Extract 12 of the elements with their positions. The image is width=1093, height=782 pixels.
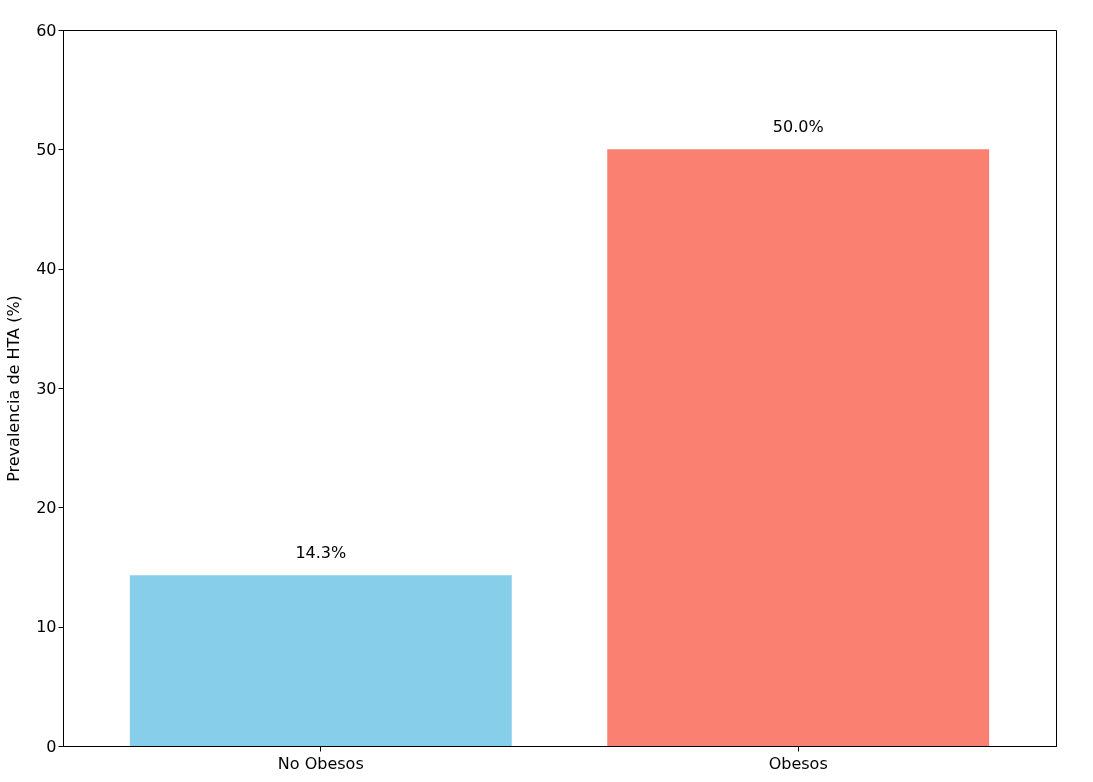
y-tick-label: 10	[36, 617, 57, 637]
y-tick-label: 20	[36, 497, 57, 517]
data-label: 14.3%	[295, 543, 347, 563]
data-label: 50.0%	[772, 117, 824, 137]
y-tick-label: 30	[36, 378, 57, 398]
y-tick-label: 60	[36, 20, 57, 40]
y-axis-title: Prevalencia de HTA (%)	[4, 295, 24, 482]
x-tick-label: Obesos	[768, 753, 828, 773]
x-tick-label: No Obesos	[277, 753, 364, 773]
y-tick-label: 0	[46, 736, 57, 756]
y-tick-label: 40	[36, 259, 57, 279]
y-tick-label: 50	[36, 139, 57, 159]
